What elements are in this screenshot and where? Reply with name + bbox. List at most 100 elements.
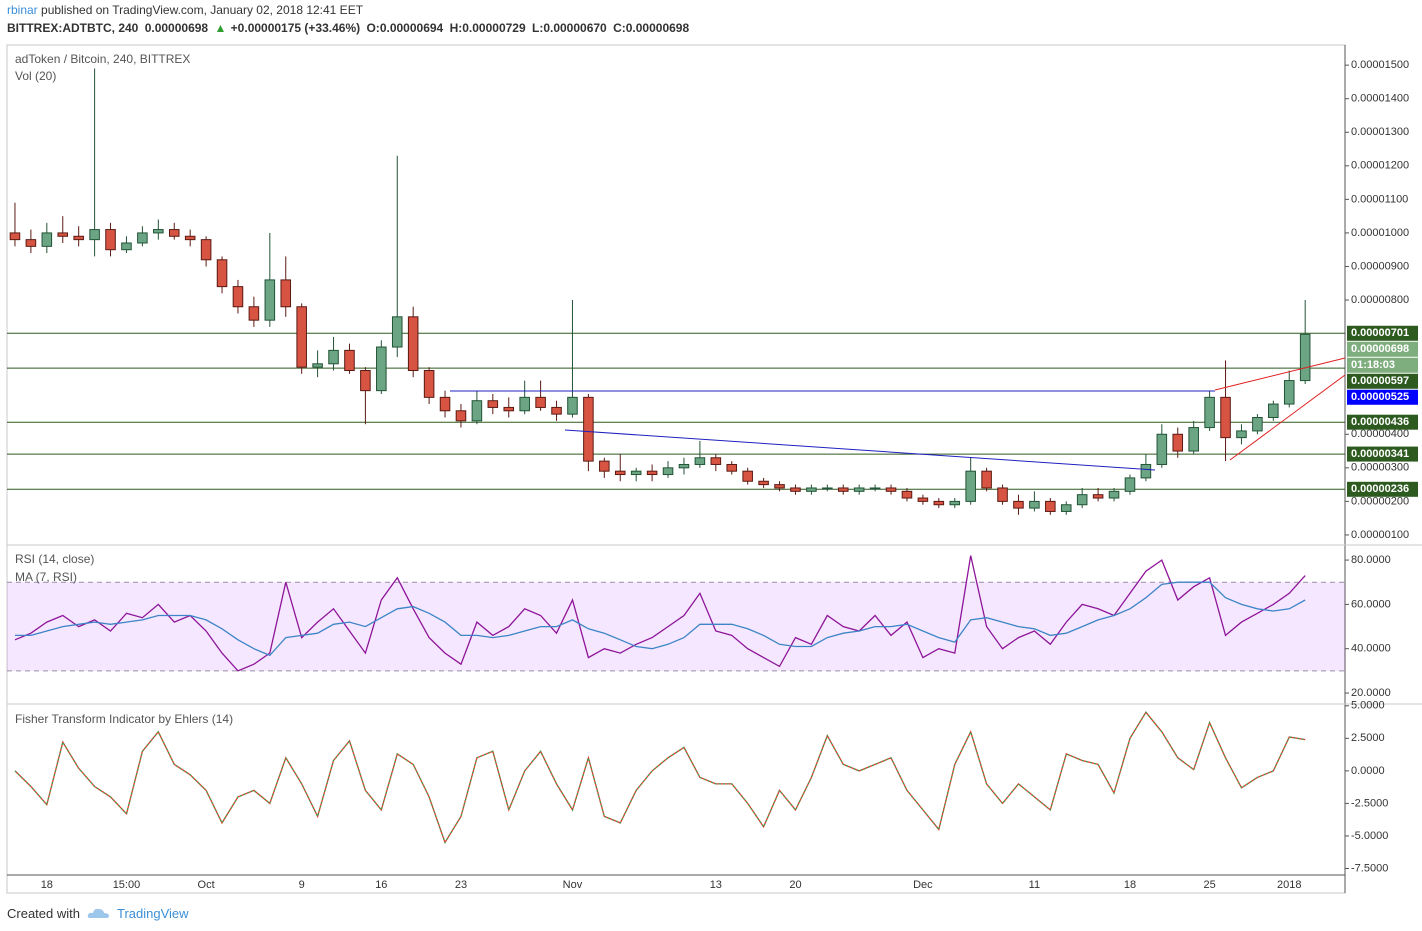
trendline bbox=[564, 429, 1156, 471]
candle-body bbox=[232, 286, 244, 308]
candle-body bbox=[1236, 430, 1247, 439]
y-tick-label: 0.00000300 bbox=[1351, 462, 1409, 474]
candle-body bbox=[583, 396, 594, 462]
x-tick-label: 11 bbox=[1029, 879, 1040, 891]
candle-body bbox=[1156, 433, 1168, 465]
candle-body bbox=[806, 487, 817, 492]
logo-cloud bbox=[87, 908, 109, 918]
price-label-box bbox=[1347, 373, 1418, 389]
candle-body bbox=[551, 406, 562, 415]
y-tick-label: 0.00000400 bbox=[1351, 428, 1409, 440]
close: 0.00000698 bbox=[625, 21, 690, 35]
y-tick-label: -2.5000 bbox=[1351, 797, 1388, 809]
y-tick-label: 0.00000800 bbox=[1351, 294, 1409, 306]
candle-body bbox=[662, 467, 674, 476]
candle-body bbox=[1283, 380, 1295, 405]
publish-line: rbinar published on TradingView.com, Jan… bbox=[7, 3, 366, 17]
candle-body bbox=[614, 470, 626, 476]
y-tick-label: 0.00001100 bbox=[1351, 193, 1408, 205]
price-label-box bbox=[1347, 325, 1418, 341]
y-tick-label: 5.0000 bbox=[1351, 700, 1385, 712]
candle-body bbox=[471, 400, 483, 422]
price-label: 01:18:03 bbox=[1351, 359, 1395, 371]
x-tick-label: 15:00 bbox=[113, 879, 141, 891]
candle-body bbox=[423, 370, 435, 398]
candle-body bbox=[455, 410, 467, 422]
x-tick-label: 20 bbox=[789, 879, 801, 891]
candle-body bbox=[742, 470, 753, 482]
price: 0.00000698 bbox=[144, 21, 209, 35]
o-label: O: bbox=[366, 21, 380, 35]
candle-body bbox=[1124, 477, 1136, 492]
candle-body bbox=[376, 346, 387, 392]
candle-body bbox=[678, 463, 690, 469]
candle-body bbox=[1013, 500, 1024, 509]
candle-body bbox=[1220, 396, 1231, 439]
candle-body bbox=[519, 396, 530, 412]
price-label-box bbox=[1347, 389, 1418, 405]
candle-body bbox=[774, 484, 785, 489]
y-tick-label: 80.0000 bbox=[1351, 554, 1391, 566]
legend-entry: RSI (14, close) bbox=[15, 552, 94, 566]
candle-body bbox=[1204, 396, 1215, 429]
footer: Created with TradingView bbox=[0, 900, 1422, 931]
low: 0.00000670 bbox=[543, 21, 607, 35]
high: 0.00000729 bbox=[462, 21, 526, 35]
candle-body bbox=[694, 457, 706, 465]
candle-body bbox=[869, 487, 881, 490]
candle-body bbox=[296, 306, 307, 368]
symbol: BITTREX:ADTBTC, 240 bbox=[7, 21, 139, 35]
x-tick-label: 25 bbox=[1203, 879, 1215, 891]
candle-body bbox=[1029, 500, 1040, 509]
brand[interactable]: TradingView bbox=[117, 906, 189, 921]
candle-body bbox=[1092, 494, 1104, 499]
candle-body bbox=[1045, 500, 1056, 512]
trendline bbox=[1214, 357, 1346, 391]
candle-body bbox=[200, 239, 212, 261]
series-line bbox=[14, 711, 1306, 845]
candle-body bbox=[933, 500, 945, 506]
price-label-box bbox=[1347, 446, 1418, 462]
price-label: 0.00000701 bbox=[1351, 327, 1409, 339]
candle-body bbox=[885, 487, 897, 492]
y-tick-label: -7.5000 bbox=[1351, 862, 1388, 874]
candle-body bbox=[1299, 333, 1311, 382]
candle-body bbox=[790, 487, 801, 492]
price-label-box bbox=[1347, 414, 1418, 430]
author[interactable]: rbinar bbox=[7, 3, 38, 17]
price-label: 0.00000436 bbox=[1351, 416, 1409, 428]
y-tick-label: 0.00000100 bbox=[1351, 529, 1409, 541]
price-pane bbox=[7, 68, 1345, 515]
arrow: ▲ bbox=[214, 21, 227, 35]
x-tick-label: 18 bbox=[1124, 879, 1136, 891]
candle-body bbox=[1172, 433, 1184, 452]
chart: adToken / Bitcoin, 240, BITTREX Vol (20)… bbox=[6, 44, 1422, 894]
x-tick-label: 2018 bbox=[1277, 879, 1301, 891]
candle-body bbox=[216, 259, 228, 288]
c-label: C: bbox=[613, 21, 626, 35]
candle-body bbox=[981, 470, 992, 489]
candle-body bbox=[646, 470, 658, 476]
candle-body bbox=[137, 232, 148, 244]
candle-body bbox=[105, 229, 116, 251]
y-tick-label: 0.00000200 bbox=[1351, 495, 1409, 507]
candle-body bbox=[73, 235, 84, 241]
candle-body bbox=[965, 470, 976, 502]
candle-body bbox=[758, 480, 769, 486]
candle-body bbox=[901, 490, 913, 499]
candle-body bbox=[630, 470, 642, 476]
y-tick-label: -5.0000 bbox=[1351, 830, 1388, 842]
x-tick-label: 23 bbox=[455, 879, 467, 891]
y-tick-label: 0.00001200 bbox=[1351, 160, 1409, 172]
candle-body bbox=[997, 487, 1008, 502]
y-tick-label: 60.0000 bbox=[1351, 598, 1391, 610]
candle-body bbox=[1076, 494, 1088, 506]
candle-body bbox=[710, 457, 722, 465]
price-label: 0.00000236 bbox=[1351, 483, 1409, 495]
y-tick-label: 0.00001300 bbox=[1351, 126, 1409, 138]
l-label: L: bbox=[531, 21, 544, 35]
candle-body bbox=[1188, 427, 1199, 452]
candle-body bbox=[248, 306, 260, 321]
y-tick-label: 0.0000 bbox=[1351, 765, 1385, 777]
